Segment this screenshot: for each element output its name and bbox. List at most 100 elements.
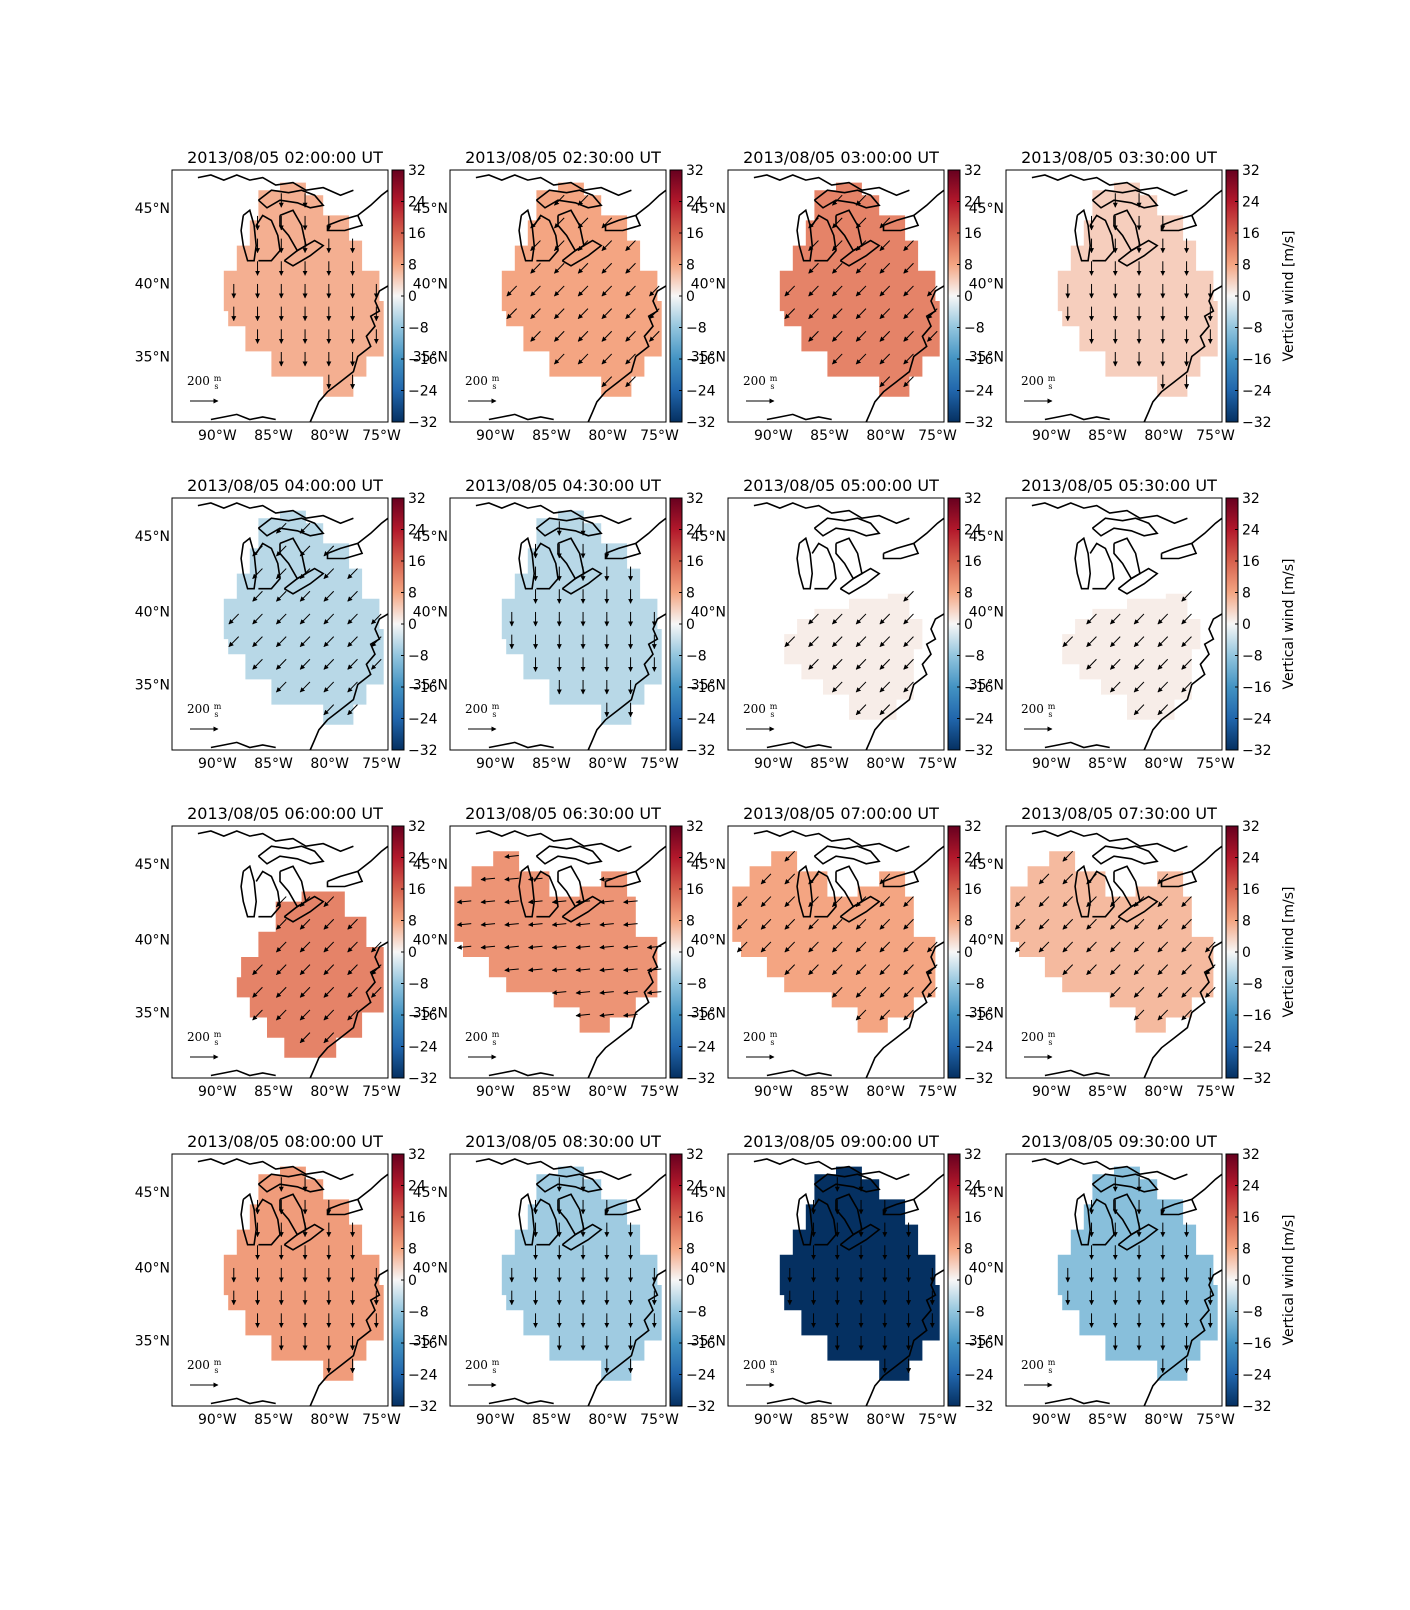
wind-vector [323,1032,335,1044]
wind-vector [625,308,636,320]
colorbar-tick-label: 0 [686,289,695,305]
colorbar-tick-label: −32 [408,415,438,431]
coastline [811,214,837,262]
wind-vector [480,899,496,905]
colorbar-tick-label: −8 [686,1305,707,1321]
wind-vector [252,1009,263,1021]
wind-vector [1181,941,1192,953]
lat-tick-label: 40°N [135,276,170,292]
colorbar-tick-label: −8 [408,649,429,665]
wind-vector [903,986,914,998]
wind-vectors [509,1177,657,1374]
vertical-wind-region [784,593,923,720]
colorbar-tick-label: 32 [408,1147,426,1163]
coastline [1089,1198,1115,1246]
wind-vector [551,990,567,996]
colorbar-tick-label: 8 [686,1242,695,1258]
wind-vector [599,899,614,905]
colorbar-tick-label: 8 [686,258,695,274]
wind-vector [554,285,565,297]
map-frame [727,497,945,751]
vertical-wind-region [1057,1166,1218,1381]
map-frame [171,1153,389,1407]
wind-vector [1133,658,1145,670]
wind-vector [832,285,843,297]
lon-tick-label: 85°W [810,428,849,444]
coastline [813,189,881,209]
wind-vector [1181,1009,1192,1021]
vertical-wind-region [501,510,662,725]
wind-vector [347,964,358,976]
map-frame [449,497,667,751]
coastline [811,1198,837,1246]
colorbar-tick-label: 16 [964,554,982,570]
panel-title: 2013/08/05 08:00:00 UT [187,1132,383,1151]
colorbar-tick-label: −16 [1242,352,1272,368]
coastline [257,517,325,537]
coastline [1089,870,1115,918]
colorbar-tick-label: 24 [1242,195,1260,211]
wind-vector [832,308,843,320]
map-frame [727,825,945,1079]
wind-vector [299,636,311,648]
wind-vector [601,217,613,229]
colorbar-tick-label: 8 [964,258,973,274]
vertical-wind-region [732,851,936,1033]
wind-vector [299,1009,311,1021]
wind-vector [1062,850,1074,862]
coastline [475,502,632,525]
wind-vector [528,944,543,950]
wind-vector [575,944,591,950]
lat-tick-label: 40°N [413,276,448,292]
coastline [796,864,814,918]
colorbar-tick-label: −24 [1242,384,1272,400]
wind-vector [530,240,541,251]
coastline [1191,845,1223,873]
wind-vector [832,964,843,976]
wind-vector [323,613,335,625]
lon-tick-label: 75°W [640,1084,679,1100]
wind-vector [1181,636,1192,648]
wind-vector [927,964,938,976]
lat-tick-label: 45°N [969,857,1004,873]
wind-vector [551,899,567,905]
coastline [913,189,945,217]
wind-vector [625,353,636,365]
colorbar-tick-label: 16 [408,554,426,570]
wind-vector [276,681,287,693]
colorbar-tick-label: −16 [686,1336,716,1352]
wind-vector [252,590,263,602]
wind-vector [760,896,772,907]
colorbar-tick-label: 32 [964,491,982,507]
wind-vector [625,330,636,342]
wind-vector [480,922,496,928]
wind-vector [760,918,772,930]
wind-vector [599,922,614,928]
coastline [796,1192,814,1246]
wind-vector [784,850,796,862]
wind-vector [1181,613,1192,625]
coastline [1113,537,1141,580]
coastline [283,239,325,267]
lat-tick-label: 35°N [135,1333,170,1349]
colorbar-tick-label: 0 [964,617,973,633]
wind-vector [554,353,565,365]
wind-vector [252,613,263,625]
panel-title: 2013/08/05 02:00:00 UT [187,148,383,167]
lon-tick-label: 90°W [754,756,793,772]
colorbar-tick-label: −8 [1242,321,1263,337]
coastline [1117,567,1159,595]
colorbar-tick-label: 32 [408,163,426,179]
lon-tick-label: 80°W [588,428,627,444]
wind-vector [855,613,867,625]
wind-vector [903,964,914,976]
coastline [309,1269,389,1407]
colorbar-tick-label: −16 [408,680,438,696]
wind-vector [808,658,819,670]
coastline [813,845,881,865]
